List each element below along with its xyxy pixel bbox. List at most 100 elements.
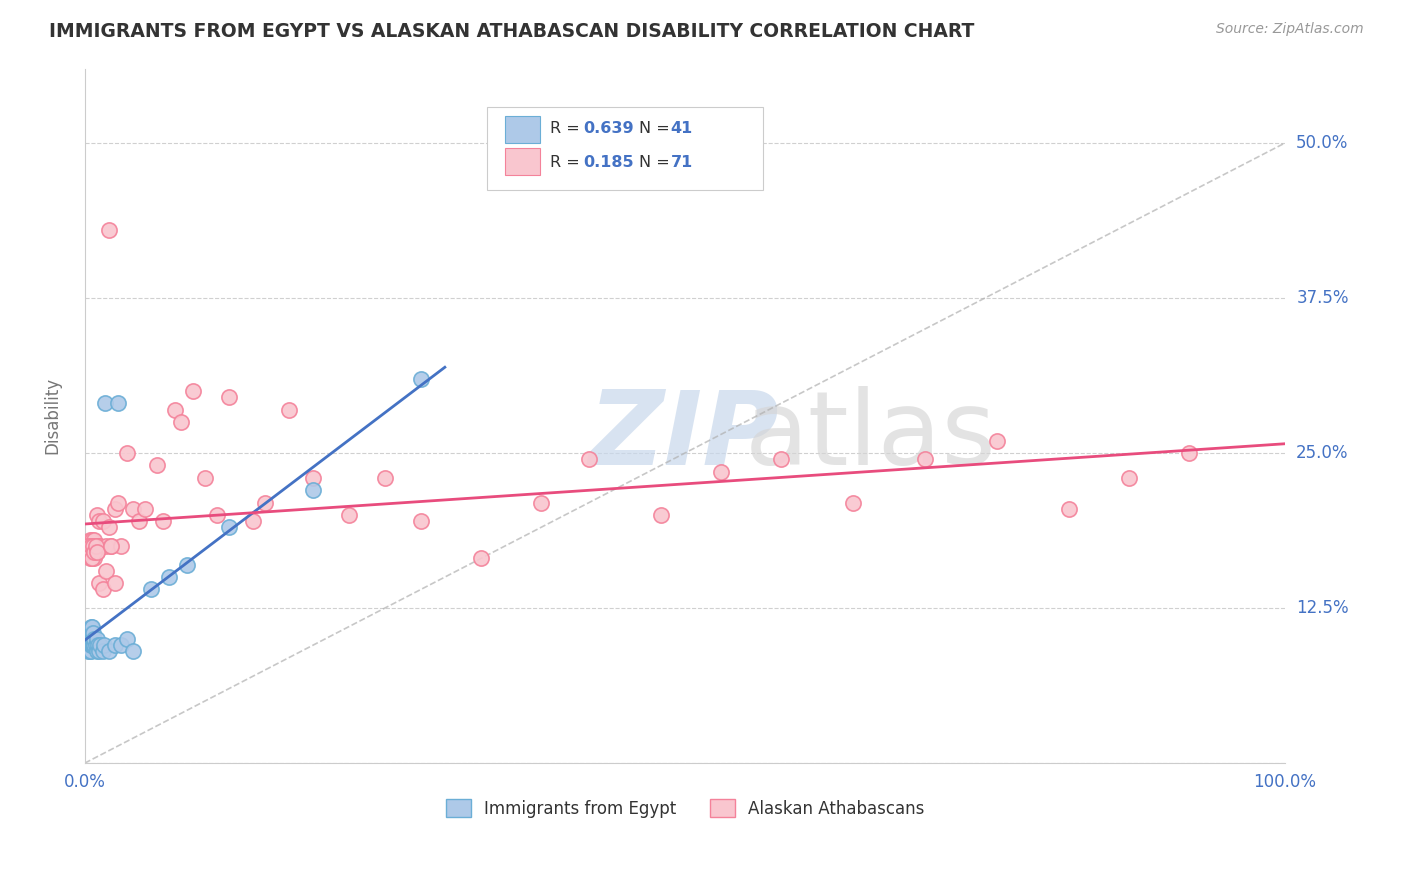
Point [409, 371, 432, 385]
Point [82, 626, 104, 640]
Point [83, 551, 105, 566]
Point [115, 632, 138, 646]
Point [82, 539, 104, 553]
Point [710, 465, 733, 479]
Point [121, 644, 143, 658]
Point [104, 576, 127, 591]
Point [80, 620, 103, 634]
Text: N =: N = [640, 155, 675, 169]
Point [107, 396, 129, 410]
Point [1118, 471, 1140, 485]
Point [89, 539, 111, 553]
Point [104, 501, 127, 516]
Point [80, 545, 103, 559]
Point [86, 545, 108, 559]
Point [80, 620, 103, 634]
Point [77, 638, 100, 652]
Point [93, 638, 115, 652]
Text: 37.5%: 37.5% [1296, 289, 1348, 307]
Point [1178, 446, 1201, 460]
Point [80, 533, 103, 547]
Point [107, 496, 129, 510]
Point [80, 626, 103, 640]
Point [100, 539, 122, 553]
Point [80, 626, 103, 640]
Point [301, 483, 323, 498]
Y-axis label: Disability: Disability [44, 377, 60, 454]
Point [128, 514, 150, 528]
Point [163, 402, 186, 417]
Point [104, 638, 127, 652]
Text: IMMIGRANTS FROM EGYPT VS ALASKAN ATHABASCAN DISABILITY CORRELATION CHART: IMMIGRANTS FROM EGYPT VS ALASKAN ATHABAS… [49, 22, 974, 41]
Point [79, 632, 101, 646]
Point [76, 539, 98, 553]
Point [1057, 501, 1080, 516]
Point [110, 539, 132, 553]
Point [82, 638, 104, 652]
Point [83, 638, 105, 652]
Point [176, 558, 198, 572]
FancyBboxPatch shape [505, 148, 540, 176]
Point [650, 508, 672, 522]
Point [91, 644, 114, 658]
Point [80, 632, 103, 646]
Point [79, 644, 101, 658]
Point [115, 446, 138, 460]
Point [374, 471, 396, 485]
Point [80, 539, 103, 553]
Point [170, 415, 193, 429]
Point [77, 644, 100, 658]
Text: Source: ZipAtlas.com: Source: ZipAtlas.com [1216, 22, 1364, 37]
Point [100, 539, 122, 553]
Text: R =: R = [551, 121, 585, 136]
Point [157, 570, 180, 584]
Point [86, 545, 108, 559]
Point [77, 539, 100, 553]
Point [205, 508, 228, 522]
Point [242, 514, 264, 528]
Point [986, 434, 1008, 448]
Point [80, 638, 103, 652]
Point [277, 402, 299, 417]
Point [89, 576, 111, 591]
Point [97, 644, 120, 658]
Point [97, 223, 120, 237]
Point [80, 638, 103, 652]
Point [80, 644, 103, 658]
Point [80, 539, 103, 553]
Text: 0.639: 0.639 [583, 121, 634, 136]
Point [914, 452, 936, 467]
Point [94, 396, 117, 410]
Point [86, 632, 108, 646]
Point [80, 551, 103, 566]
Point [152, 514, 174, 528]
Text: 71: 71 [671, 155, 693, 169]
Point [86, 508, 108, 522]
Point [80, 632, 103, 646]
Point [301, 471, 323, 485]
Point [79, 551, 101, 566]
Point [91, 514, 114, 528]
Point [83, 545, 105, 559]
Point [530, 496, 553, 510]
Point [86, 644, 108, 658]
Point [139, 582, 162, 597]
Text: R =: R = [551, 155, 585, 169]
Point [409, 514, 432, 528]
Text: 0.185: 0.185 [583, 155, 634, 169]
Point [84, 638, 107, 652]
Point [110, 638, 132, 652]
Point [79, 545, 101, 559]
Point [89, 514, 111, 528]
Point [82, 545, 104, 559]
Text: 41: 41 [671, 121, 693, 136]
Point [96, 539, 118, 553]
Point [91, 582, 114, 597]
FancyBboxPatch shape [486, 107, 763, 190]
Point [218, 390, 240, 404]
Point [79, 638, 101, 652]
Legend: Immigrants from Egypt, Alaskan Athabascans: Immigrants from Egypt, Alaskan Athabasca… [439, 793, 931, 824]
Point [79, 533, 101, 547]
Text: 50.0%: 50.0% [1296, 134, 1348, 152]
Point [80, 551, 103, 566]
